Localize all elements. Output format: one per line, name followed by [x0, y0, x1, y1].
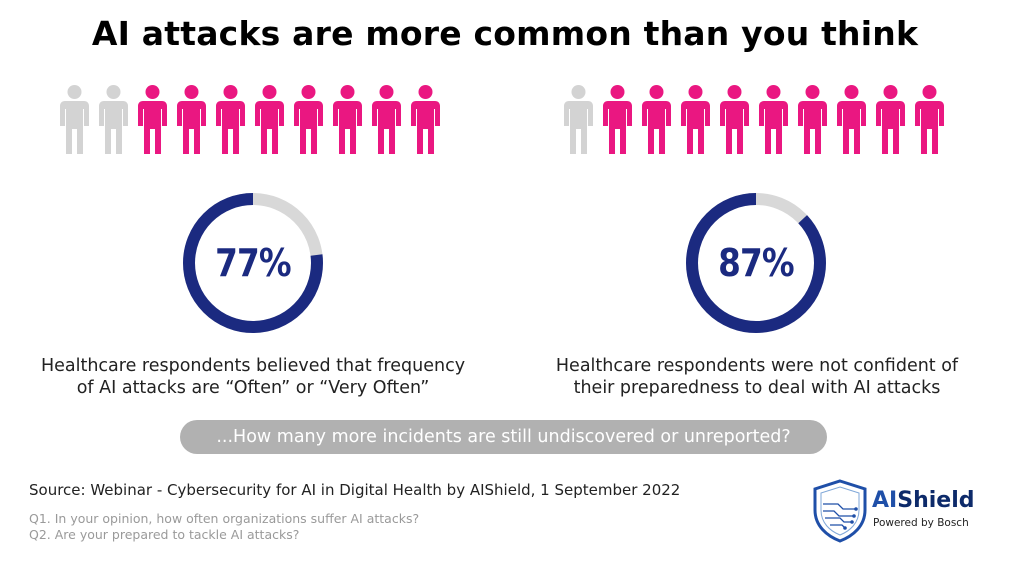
person-icon-muted [562, 84, 595, 156]
person-icon-highlighted [175, 84, 208, 156]
person-icon-highlighted [796, 84, 829, 156]
caption-line: Healthcare respondents were not confiden… [555, 356, 959, 376]
donut-chart-right: 87% [681, 188, 831, 338]
caption-left: Healthcare respondents believed that fre… [13, 355, 493, 399]
person-icon-highlighted [679, 84, 712, 156]
donut-chart-left: 77% [178, 188, 328, 338]
person-icon-highlighted [757, 84, 790, 156]
person-icon-highlighted [409, 84, 442, 156]
person-icon-highlighted [253, 84, 286, 156]
shield-circuit-icon [813, 479, 867, 543]
person-icon-highlighted [601, 84, 634, 156]
caption-line: Healthcare respondents believed that fre… [40, 356, 466, 376]
person-icon-highlighted [370, 84, 403, 156]
person-icon-highlighted [136, 84, 169, 156]
person-icon-highlighted [913, 84, 946, 156]
aishield-logo [810, 478, 990, 548]
person-icon-highlighted [640, 84, 673, 156]
person-icon-highlighted [214, 84, 247, 156]
brand-name: AIShield [872, 488, 974, 513]
question-2: Q2. Are your prepared to tackle AI attac… [29, 527, 300, 542]
ring-fill [183, 193, 323, 333]
brand-tagline: Powered by Bosch [873, 517, 969, 529]
page-title: AI attacks are more common than you thin… [91, 14, 919, 53]
question-1: Q1. In your opinion, how often organizat… [29, 511, 420, 526]
question-banner: ...How many more incidents are still und… [180, 420, 827, 454]
person-icon-highlighted [292, 84, 325, 156]
caption-line: of AI attacks are “Often” or “Very Often… [76, 378, 430, 398]
person-icon-highlighted [718, 84, 751, 156]
person-icon-highlighted [874, 84, 907, 156]
percent-label: 87% [718, 241, 795, 285]
person-icon-highlighted [331, 84, 364, 156]
brand-suffix: Shield [897, 488, 975, 513]
person-icon-muted [97, 84, 130, 156]
source-text: Source: Webinar - Cybersecurity for AI i… [29, 481, 681, 499]
person-icon-highlighted [835, 84, 868, 156]
percent-label: 77% [215, 241, 292, 285]
brand-prefix: AI [872, 488, 898, 513]
caption-line: their preparedness to deal with AI attac… [573, 378, 941, 398]
caption-right: Healthcare respondents were not confiden… [517, 355, 997, 399]
person-icon-muted [58, 84, 91, 156]
ring-fill [686, 193, 826, 333]
